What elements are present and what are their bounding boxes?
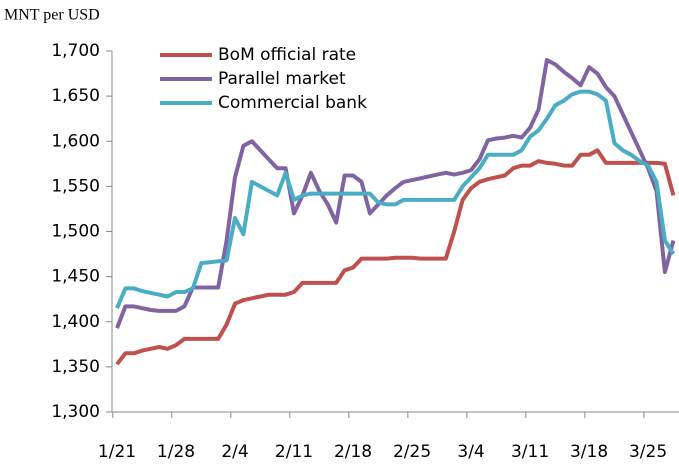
y-tick-label: 1,500 xyxy=(51,222,100,242)
y-tick-label: 1,700 xyxy=(51,41,100,61)
x-tick-label: 2/11 xyxy=(275,442,313,462)
y-tick-label: 1,400 xyxy=(51,312,100,332)
x-tick-label: 3/18 xyxy=(570,442,608,462)
y-tick-label: 1,450 xyxy=(51,267,100,287)
series-line xyxy=(115,89,676,309)
x-tick-label: 1/28 xyxy=(157,442,195,462)
x-tick-label: 3/11 xyxy=(511,442,549,462)
x-tick-label: 2/18 xyxy=(334,442,372,462)
y-tick-label: 1,550 xyxy=(51,176,100,196)
y-axis-label: MNT per USD xyxy=(4,7,100,24)
y-tick-label: 1,600 xyxy=(51,131,100,151)
x-tick-label: 3/4 xyxy=(457,442,484,462)
y-tick-label: 1,350 xyxy=(51,357,100,377)
y-tick-label: 1,650 xyxy=(51,86,100,106)
legend-label: BoM official rate xyxy=(218,45,356,65)
legend-label: Parallel market xyxy=(218,69,346,89)
x-tick-label: 2/25 xyxy=(393,442,431,462)
x-tick-label: 2/4 xyxy=(221,442,248,462)
y-tick-label: 1,300 xyxy=(51,402,100,422)
series-line xyxy=(115,148,676,366)
x-tick-label: 3/25 xyxy=(629,442,667,462)
x-tick-label: 1/21 xyxy=(98,442,136,462)
legend-label: Commercial bank xyxy=(218,93,367,113)
series-line xyxy=(115,58,676,329)
